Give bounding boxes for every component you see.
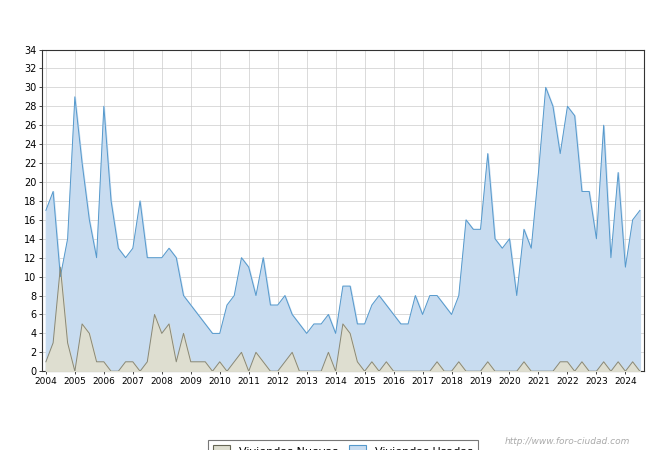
Text: Pelayos de la Presa - Evolucion del Nº de Transacciones Inmobiliarias: Pelayos de la Presa - Evolucion del Nº d… [96, 14, 554, 27]
Legend: Viviendas Nuevas, Viviendas Usadas: Viviendas Nuevas, Viviendas Usadas [207, 440, 478, 450]
Text: http://www.foro-ciudad.com: http://www.foro-ciudad.com [505, 436, 630, 446]
